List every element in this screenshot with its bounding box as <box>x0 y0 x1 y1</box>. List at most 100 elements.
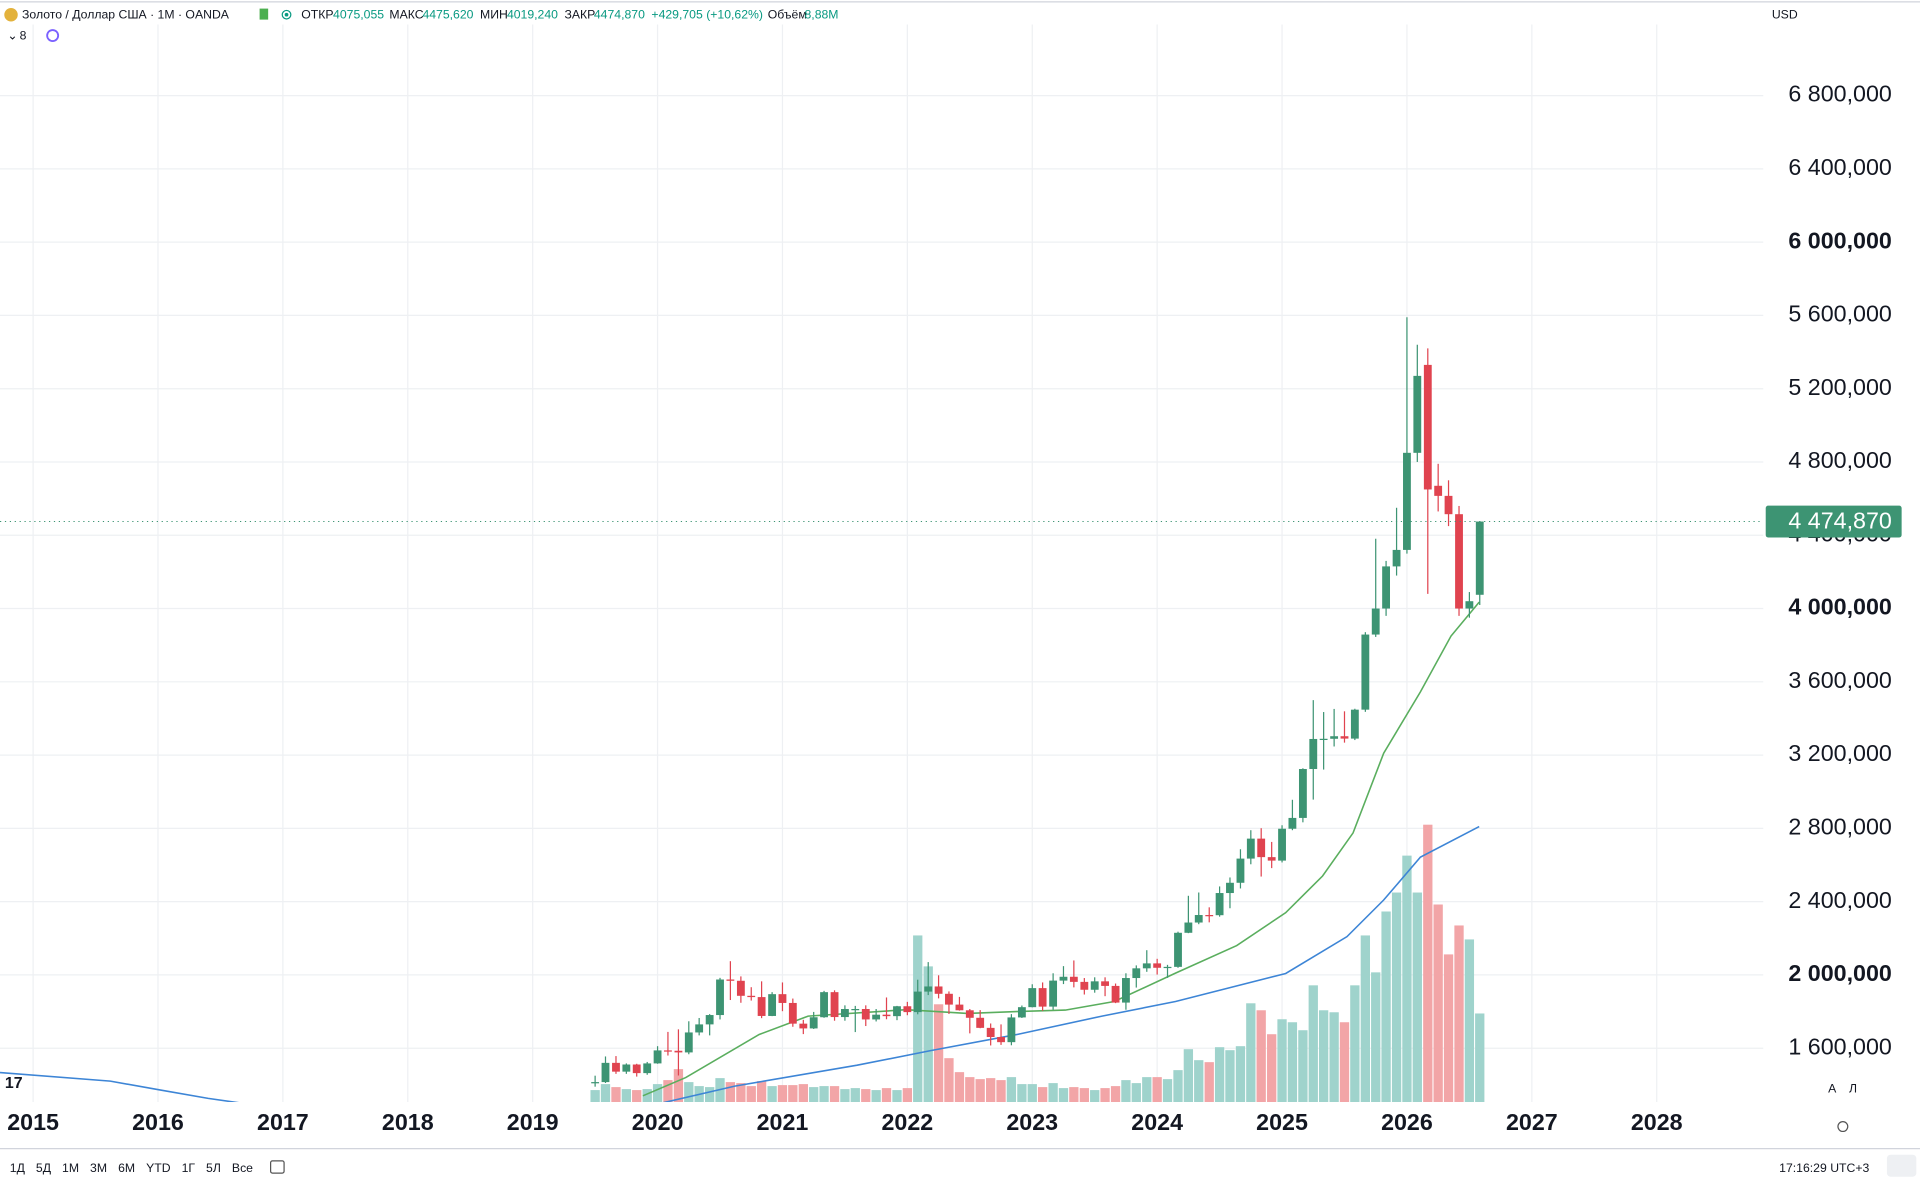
volume-bar <box>1267 1034 1277 1103</box>
candle-body <box>1434 485 1443 496</box>
date-range-icon[interactable] <box>270 1160 285 1174</box>
scale-auto[interactable]: А <box>1828 1081 1837 1095</box>
candle-body <box>1174 932 1182 967</box>
range-button[interactable]: YTD <box>146 1161 171 1175</box>
moving-average <box>0 825 1480 1103</box>
symbol-title: Золото / Доллар США · 1M · OANDA <box>22 8 230 22</box>
moving-average <box>642 601 1480 1097</box>
volume-bar <box>829 1086 840 1103</box>
candle-body <box>1340 736 1349 739</box>
volume-bar <box>944 1058 954 1103</box>
candle-body <box>955 1004 964 1011</box>
volume-bar <box>1246 1003 1256 1103</box>
indicator-count[interactable]: 8 <box>20 28 27 42</box>
candle-body <box>1330 736 1339 739</box>
candle-body <box>1142 963 1151 969</box>
settings-icon[interactable] <box>1837 1121 1849 1133</box>
range-button[interactable]: 6М <box>118 1161 135 1175</box>
volume-bar <box>621 1089 632 1103</box>
currency[interactable]: USD <box>1772 8 1798 22</box>
scale-log[interactable]: Л <box>1849 1081 1857 1095</box>
candle-body <box>1049 980 1058 1007</box>
volume-bar <box>1121 1080 1131 1103</box>
volume-bar <box>1371 972 1381 1103</box>
y-tick-label: 3 600,000 <box>1788 667 1892 693</box>
candle-body <box>1288 817 1297 829</box>
volume-bar <box>663 1080 673 1103</box>
open-value: 4075,055 <box>333 8 384 22</box>
y-tick-label: 1 600,000 <box>1788 1033 1892 1059</box>
volume-bar <box>902 1088 913 1103</box>
candle-body <box>664 1050 672 1052</box>
volume-bar <box>986 1078 996 1103</box>
candle-body <box>1122 978 1130 1003</box>
volume-bar <box>1173 1070 1183 1103</box>
candle-body <box>1226 882 1234 894</box>
range-button[interactable]: Все <box>232 1161 253 1175</box>
low-label: МИН <box>480 8 508 22</box>
candle-body <box>1038 988 1047 1007</box>
volume-bar <box>996 1080 1006 1103</box>
logo: 17 <box>5 1075 23 1092</box>
candle-layer <box>591 317 1484 1087</box>
volume-value: 8,88M <box>804 8 838 22</box>
volume-bar <box>1204 1062 1214 1103</box>
candle-body <box>1205 915 1214 917</box>
range-button[interactable]: 5Л <box>206 1161 221 1175</box>
status-dot-core <box>284 12 289 17</box>
volume-bar <box>1402 855 1412 1103</box>
x-tick-label: 2016 <box>132 1109 184 1135</box>
candle-body <box>778 994 787 1003</box>
corner-button[interactable] <box>1886 1154 1917 1177</box>
candle-body <box>726 979 735 981</box>
y-tick-label: 6 000,000 <box>1788 227 1891 253</box>
flag-icon <box>259 8 269 20</box>
volume-bar <box>632 1090 642 1103</box>
range-button[interactable]: 5Д <box>36 1161 52 1175</box>
volume-bar <box>736 1083 746 1103</box>
volume-bar <box>767 1086 777 1103</box>
volume-bar <box>1017 1084 1027 1103</box>
volume-bar <box>1162 1079 1173 1103</box>
axes: 1 600,000 2 000,000 2 400,000 2 800,000 3 20… <box>0 81 1902 1135</box>
range-button[interactable]: 1М <box>62 1161 79 1175</box>
candle-body <box>830 992 839 1018</box>
candle-body <box>695 1024 704 1033</box>
volume-bar <box>704 1087 715 1103</box>
candle-body <box>1163 966 1172 969</box>
volume-bar <box>1183 1049 1194 1103</box>
volume-bar <box>1006 1077 1017 1103</box>
candle-body <box>1236 858 1245 883</box>
volume-bar <box>913 935 923 1103</box>
volume-bar <box>1131 1083 1141 1103</box>
volume-bar <box>954 1072 965 1103</box>
x-tick-label: 2024 <box>1131 1109 1183 1135</box>
x-tick-label: 2023 <box>1006 1109 1058 1135</box>
low-value: 4019,240 <box>507 8 558 22</box>
volume-bar <box>809 1087 819 1103</box>
range-button[interactable]: 3М <box>90 1161 107 1175</box>
candle-body <box>1069 976 1078 982</box>
candle-body <box>882 1014 891 1017</box>
y-tick-label: 2 800,000 <box>1788 814 1892 840</box>
open-label: ОТКР <box>301 8 333 22</box>
volume-bar <box>1287 1022 1298 1103</box>
range-button[interactable]: 1Д <box>10 1161 26 1175</box>
volume-bar <box>777 1085 788 1103</box>
candle-body <box>1298 769 1307 818</box>
collapse-chevron[interactable]: ⌄ <box>7 28 17 42</box>
candle-body <box>976 1017 985 1028</box>
y-tick-label: 3 200,000 <box>1788 740 1892 766</box>
sync-icon[interactable] <box>46 29 60 42</box>
candle-body <box>788 1002 797 1024</box>
candle-body <box>945 993 953 1005</box>
candle-body <box>747 995 756 998</box>
volume-bar <box>1443 954 1454 1103</box>
volume-bar <box>1027 1084 1037 1103</box>
close-label: ЗАКР <box>564 8 595 22</box>
volume-bar <box>1069 1087 1079 1103</box>
x-tick-label: 2028 <box>1631 1109 1683 1135</box>
x-tick-label: 2026 <box>1381 1109 1433 1135</box>
range-button[interactable]: 1Г <box>182 1161 196 1175</box>
volume-bar <box>1110 1086 1121 1103</box>
